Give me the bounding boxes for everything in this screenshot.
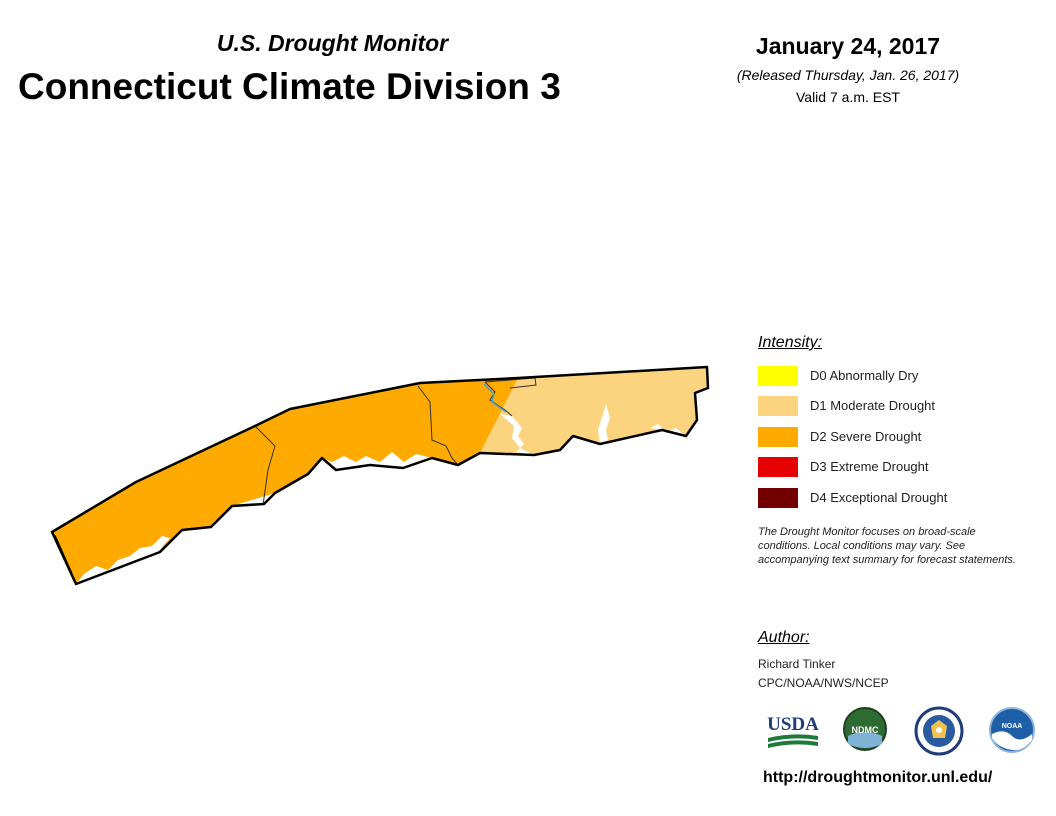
legend-item-d0: D0 Abnormally Dry xyxy=(758,366,1038,386)
author-org: CPC/NOAA/NWS/NCEP xyxy=(758,676,889,690)
legend-item-d1: D1 Moderate Drought xyxy=(758,396,1038,416)
region-d2-severe xyxy=(52,378,518,584)
legend-item-d2: D2 Severe Drought xyxy=(758,427,1038,447)
legend-label-d2: D2 Severe Drought xyxy=(810,429,922,444)
legend-label-d3: D3 Extreme Drought xyxy=(810,459,929,474)
author-title: Author: xyxy=(758,629,810,646)
legend-swatch-d3 xyxy=(758,457,798,477)
svg-text:NOAA: NOAA xyxy=(1002,723,1023,730)
county-boundaries xyxy=(254,377,537,506)
valid-time: Valid 7 a.m. EST xyxy=(795,89,900,105)
legend-note: The Drought Monitor focuses on broad-sca… xyxy=(758,526,1016,566)
legend-swatch-d4 xyxy=(758,488,798,508)
svg-text:USDA: USDA xyxy=(767,714,819,735)
usda-logo[interactable]: USDA xyxy=(766,706,820,752)
release-date: (Released Thursday, Jan. 26, 2017) xyxy=(736,67,960,83)
author-name: Richard Tinker xyxy=(758,657,836,671)
legend-label-d0: D0 Abnormally Dry xyxy=(810,368,919,383)
commerce-seal-logo[interactable] xyxy=(914,706,964,756)
map-subtitle: U.S. Drought Monitor xyxy=(216,30,449,56)
noaa-logo[interactable]: NOAA xyxy=(988,706,1036,754)
legend-label-d1: D1 Moderate Drought xyxy=(810,398,936,413)
website-link[interactable]: http://droughtmonitor.unl.edu/ xyxy=(763,769,993,786)
legend-item-d4: D4 Exceptional Drought xyxy=(758,488,1038,508)
legend-swatch-d0 xyxy=(758,366,798,386)
ndmc-logo[interactable]: NDMC xyxy=(842,706,888,752)
division-border xyxy=(50,365,710,586)
division-border-west-edge xyxy=(52,532,76,584)
river-line xyxy=(483,383,507,413)
legend-swatch-d1 xyxy=(758,396,798,416)
svg-text:NDMC: NDMC xyxy=(852,725,879,735)
map-date: January 24, 2017 xyxy=(755,33,941,59)
legend-label-d4: D4 Exceptional Drought xyxy=(810,490,948,505)
legend-item-d3: D3 Extreme Drought xyxy=(758,457,1038,477)
map-title: Connecticut Climate Division 3 xyxy=(18,66,561,107)
region-d1-moderate xyxy=(480,367,708,455)
legend-title: Intensity: xyxy=(758,334,823,351)
legend-swatch-d2 xyxy=(758,427,798,447)
